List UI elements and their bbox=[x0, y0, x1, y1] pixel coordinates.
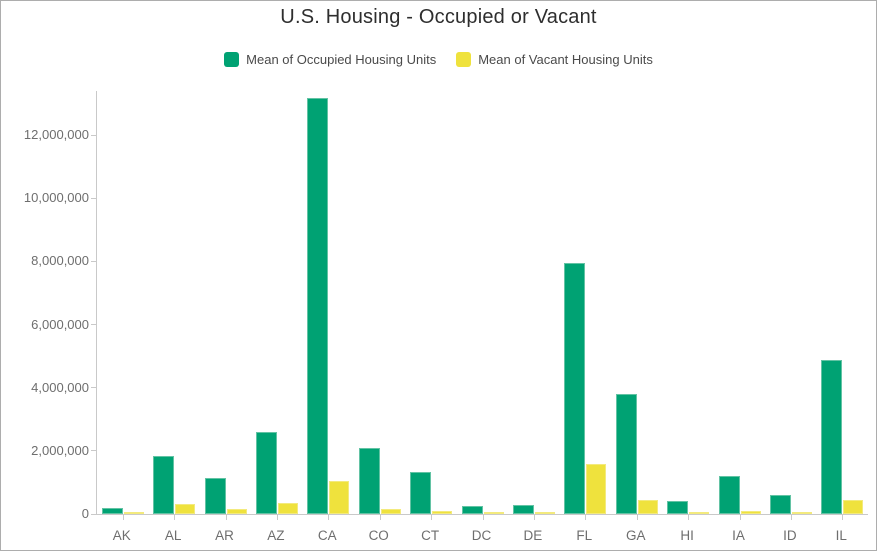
y-tick-mark bbox=[91, 450, 96, 452]
x-axis-label-DE: DE bbox=[523, 528, 543, 543]
bar-vacant-IL[interactable] bbox=[843, 500, 864, 514]
bar-occupied-DE[interactable] bbox=[512, 504, 534, 514]
y-axis-label: 0 bbox=[81, 506, 89, 521]
bar-occupied-CA[interactable] bbox=[307, 98, 329, 514]
bar-vacant-HI[interactable] bbox=[689, 512, 710, 514]
bar-occupied-AZ[interactable] bbox=[255, 431, 277, 514]
x-tick-mark bbox=[739, 515, 741, 520]
x-tick-mark bbox=[122, 515, 124, 520]
legend: Mean of Occupied Housing Units Mean of V… bbox=[1, 52, 876, 67]
y-tick-mark bbox=[91, 324, 96, 326]
x-tick-mark bbox=[174, 515, 176, 520]
bar-occupied-IA[interactable] bbox=[718, 476, 740, 514]
bar-vacant-DC[interactable] bbox=[483, 512, 504, 514]
x-axis-label-DC: DC bbox=[471, 528, 492, 543]
bar-occupied-AK[interactable] bbox=[101, 507, 123, 514]
x-axis-label-AZ: AZ bbox=[267, 528, 285, 543]
y-tick-mark bbox=[91, 513, 96, 515]
bar-vacant-AR[interactable] bbox=[226, 508, 247, 514]
x-axis-label-GA: GA bbox=[625, 528, 646, 543]
chart-title: U.S. Housing - Occupied or Vacant bbox=[280, 6, 597, 28]
bar-occupied-GA[interactable] bbox=[615, 394, 637, 514]
x-tick-mark bbox=[636, 515, 638, 520]
x-axis-label-IL: IL bbox=[835, 528, 847, 543]
x-tick-mark bbox=[379, 515, 381, 520]
y-tick-mark bbox=[91, 260, 96, 262]
x-tick-mark bbox=[842, 515, 844, 520]
bar-vacant-AL[interactable] bbox=[175, 503, 196, 514]
x-tick-mark bbox=[585, 515, 587, 520]
x-axis: AK AL AR AZ CA CO CT DC DE FL GA HI IA ID IL bbox=[96, 522, 867, 543]
x-tick-mark bbox=[688, 515, 690, 520]
plot-area bbox=[91, 91, 868, 520]
bar-occupied-CT[interactable] bbox=[410, 472, 432, 514]
y-tick-mark bbox=[91, 387, 96, 389]
x-axis-label-HI: HI bbox=[680, 528, 694, 543]
legend-label-occupied: Mean of Occupied Housing Units bbox=[246, 52, 437, 67]
x-axis-label-FL: FL bbox=[576, 528, 593, 543]
y-axis-label: 10,000,000 bbox=[23, 190, 89, 206]
bar-occupied-AL[interactable] bbox=[153, 455, 175, 514]
x-axis-label-AK: AK bbox=[112, 528, 131, 543]
bar-vacant-DE[interactable] bbox=[534, 512, 555, 514]
bar-occupied-CO[interactable] bbox=[358, 448, 380, 514]
bar-vacant-GA[interactable] bbox=[637, 500, 658, 514]
x-axis-label-CA: CA bbox=[317, 528, 337, 543]
legend-item-vacant[interactable]: Mean of Vacant Housing Units bbox=[456, 52, 653, 67]
x-tick-mark bbox=[328, 515, 330, 520]
bar-vacant-IA[interactable] bbox=[740, 511, 761, 514]
y-axis-label: 4,000,000 bbox=[31, 379, 89, 395]
occupied-swatch-icon bbox=[224, 52, 240, 67]
bar-vacant-CO[interactable] bbox=[380, 508, 401, 514]
x-tick-mark bbox=[533, 515, 535, 520]
bar-vacant-ID[interactable] bbox=[791, 512, 812, 514]
y-tick-mark bbox=[91, 134, 96, 136]
y-axis-label: 8,000,000 bbox=[31, 253, 89, 269]
x-tick-mark bbox=[790, 515, 792, 520]
bar-vacant-AK[interactable] bbox=[123, 512, 144, 514]
x-tick-mark bbox=[276, 515, 278, 520]
legend-label-vacant: Mean of Vacant Housing Units bbox=[478, 52, 653, 67]
vacant-swatch-icon bbox=[456, 52, 472, 67]
bar-occupied-FL[interactable] bbox=[564, 263, 586, 514]
x-tick-mark bbox=[431, 515, 433, 520]
bar-occupied-HI[interactable] bbox=[667, 501, 689, 514]
x-axis-label-CO: CO bbox=[368, 528, 389, 543]
bar-vacant-AZ[interactable] bbox=[277, 502, 298, 514]
bar-vacant-CA[interactable] bbox=[329, 480, 350, 514]
bar-occupied-IL[interactable] bbox=[821, 359, 843, 514]
y-tick-mark bbox=[91, 197, 96, 199]
x-axis-label-ID: ID bbox=[783, 528, 797, 543]
x-axis-label-AR: AR bbox=[215, 528, 234, 543]
x-tick-mark bbox=[225, 515, 227, 520]
bar-vacant-CT[interactable] bbox=[432, 511, 453, 514]
bar-occupied-AR[interactable] bbox=[204, 478, 226, 514]
x-tick-mark bbox=[482, 515, 484, 520]
y-axis-label: 6,000,000 bbox=[31, 316, 89, 332]
x-axis-label-IA: IA bbox=[732, 528, 745, 543]
y-axis-label: 2,000,000 bbox=[31, 442, 89, 458]
bar-occupied-ID[interactable] bbox=[769, 495, 791, 514]
legend-item-occupied[interactable]: Mean of Occupied Housing Units bbox=[224, 52, 436, 67]
y-axis: 0 2,000,000 4,000,000 6,000,000 8,000,000 10,… bbox=[1, 91, 89, 521]
x-axis-label-AL: AL bbox=[164, 528, 182, 543]
y-axis-label: 12,000,000 bbox=[23, 127, 89, 143]
bar-occupied-DC[interactable] bbox=[461, 506, 483, 514]
bar-vacant-FL[interactable] bbox=[586, 464, 607, 514]
x-axis-label-CT: CT bbox=[421, 528, 440, 543]
